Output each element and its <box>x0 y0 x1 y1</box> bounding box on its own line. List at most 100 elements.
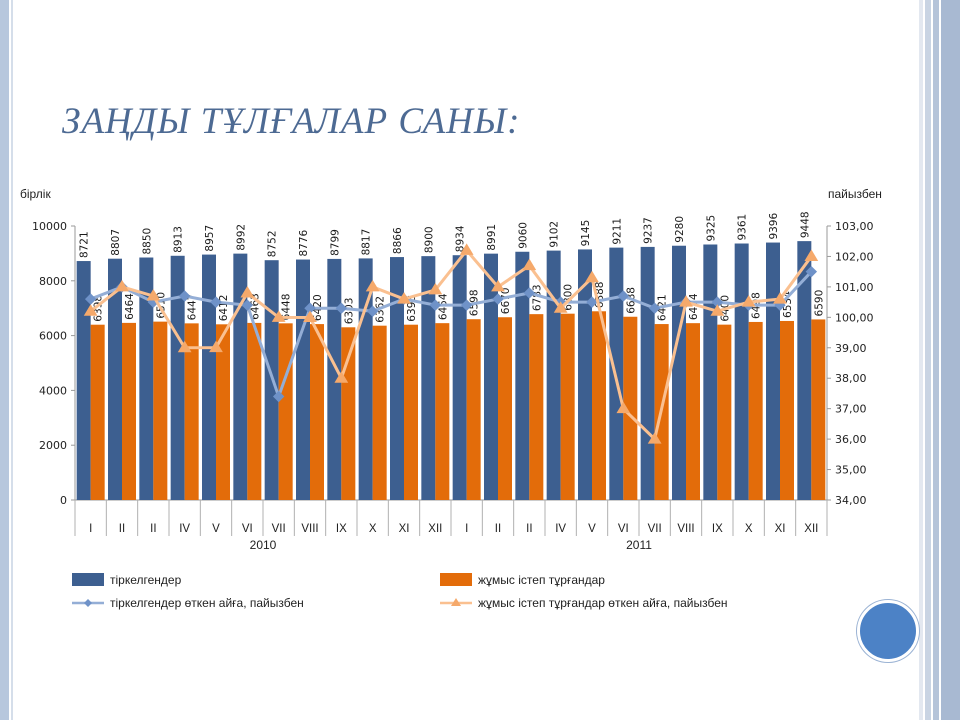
x-tick-label: XII <box>428 523 442 535</box>
data-label-registered: 8957 <box>204 225 216 252</box>
marker-registered-pct <box>178 290 191 302</box>
data-label-registered: 8807 <box>110 229 122 256</box>
marker-operating-pct <box>773 292 787 304</box>
marker-registered-pct <box>648 302 661 314</box>
bar-operating <box>153 321 168 500</box>
left-axis-tick-label: 0 <box>60 494 67 507</box>
data-label-registered: 9361 <box>737 214 749 241</box>
marker-operating-pct <box>459 243 474 255</box>
data-label-registered: 9396 <box>768 213 780 240</box>
legend-swatch <box>72 573 104 586</box>
bar-operating <box>529 314 544 500</box>
marker-operating-pct <box>146 289 161 301</box>
data-label-registered: 9211 <box>611 218 623 245</box>
bar-registered <box>233 253 248 500</box>
marker-operating-pct <box>209 340 223 353</box>
right-axis-tick-label: 35,00 <box>835 464 867 477</box>
data-label-registered: 9280 <box>674 216 686 243</box>
accent-line-left <box>11 0 13 720</box>
right-axis-tick-label: 36,00 <box>835 433 867 446</box>
x-tick-label: VI <box>618 523 629 535</box>
data-label-registered: 8752 <box>267 230 279 257</box>
marker-registered-pct <box>84 293 97 305</box>
marker-registered-pct <box>241 299 254 311</box>
x-tick-label: IV <box>555 523 566 535</box>
bar-operating <box>435 323 450 500</box>
left-axis-label: бірлік <box>20 187 51 201</box>
year-label: 2011 <box>626 538 652 552</box>
marker-operating-pct <box>741 295 756 307</box>
x-tick-label: V <box>588 523 596 535</box>
bar-registered <box>640 246 655 500</box>
data-label-operating: 6454 <box>688 293 700 320</box>
data-label-registered: 9448 <box>799 211 811 238</box>
marker-registered-pct <box>366 305 379 317</box>
marker-operating-pct <box>710 304 725 316</box>
legend-label: тіркелгендер <box>110 573 182 587</box>
marker-registered-pct <box>335 302 348 314</box>
marker-operating-pct <box>397 292 411 304</box>
accent-band-right-1 <box>919 0 923 720</box>
bar-registered <box>108 258 122 500</box>
marker-registered-pct <box>429 299 442 311</box>
marker-operating-pct <box>522 258 537 271</box>
marker-operating-pct <box>491 279 505 292</box>
marker-operating-pct <box>428 282 443 295</box>
x-tick-label: VII <box>272 523 286 535</box>
marker-operating-pct <box>177 340 192 353</box>
bar-registered <box>390 257 404 500</box>
marker-operating-pct <box>553 301 568 313</box>
bar-registered <box>515 251 530 500</box>
bar-operating <box>310 324 324 500</box>
left-axis-tick-label: 10000 <box>32 220 67 233</box>
bar-registered <box>421 256 436 500</box>
bar-operating <box>372 325 387 500</box>
accent-band-right-3 <box>933 0 939 720</box>
x-tick-label: I <box>89 523 92 535</box>
left-axis-tick-label: 6000 <box>39 330 67 343</box>
bar-registered <box>170 255 185 500</box>
data-label-registered: 8817 <box>361 229 373 256</box>
data-label-registered: 8900 <box>423 226 435 253</box>
data-label-operating: 6590 <box>813 290 825 317</box>
data-label-operating: 6303 <box>343 298 355 325</box>
x-tick-label: XII <box>804 523 818 535</box>
marker-operating-pct <box>804 249 819 261</box>
data-label-registered: 8913 <box>173 226 185 253</box>
bar-registered <box>296 259 310 500</box>
right-axis-tick-label: 103,00 <box>835 220 874 233</box>
bar-registered <box>76 261 91 500</box>
data-label-operating: 6412 <box>218 295 230 322</box>
x-tick-label: IV <box>179 523 190 535</box>
bar-registered <box>672 245 686 500</box>
marker-operating-pct <box>679 295 693 307</box>
marker-operating-pct <box>303 310 317 323</box>
data-label-operating: 6464 <box>124 293 136 320</box>
left-axis-tick-label: 4000 <box>39 384 67 397</box>
x-tick-label: II <box>526 523 532 535</box>
legend-label: тіркелгендер өткен айға, пайызбен <box>110 596 304 610</box>
data-label-registered: 8799 <box>329 229 341 256</box>
data-label-registered: 8721 <box>79 231 91 258</box>
slide-title: ЗАҢДЫ ТҰЛҒАЛАР САНЫ: <box>62 101 521 142</box>
marker-registered-pct <box>523 287 536 299</box>
data-label-operating: 6670 <box>500 288 512 315</box>
marker-registered-pct <box>272 390 285 403</box>
legend-label: жұмыс істеп тұрғандар өткен айға, пайызб… <box>478 596 728 610</box>
left-axis-tick-label: 2000 <box>39 439 67 452</box>
bar-registered <box>797 241 812 500</box>
data-label-operating: 6783 <box>531 284 543 311</box>
bar-registered <box>202 254 216 500</box>
bar-registered <box>327 258 342 500</box>
data-label-registered: 9102 <box>549 221 561 248</box>
x-tick-label: II <box>119 523 125 535</box>
data-label-registered: 8850 <box>141 228 153 255</box>
bar-operating <box>90 324 105 500</box>
x-tick-label: II <box>150 523 156 535</box>
accent-bar-left <box>0 0 9 720</box>
legend-marker <box>451 598 461 606</box>
x-tick-label: VI <box>242 523 253 535</box>
right-axis-tick-label: 100,00 <box>835 311 874 324</box>
bar-operating <box>717 324 732 500</box>
marker-operating-pct <box>365 279 380 292</box>
